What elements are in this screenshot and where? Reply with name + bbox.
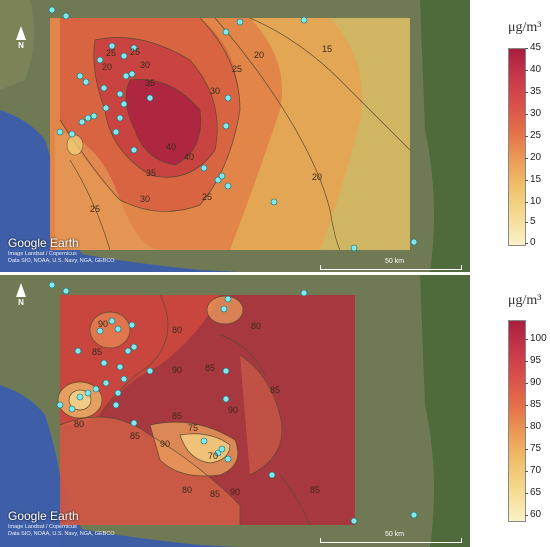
map-graphic: 15 20 20 25 25 25 30 30 30 35 35 40 40 2… — [0, 0, 470, 272]
legend-tick: 10 — [530, 196, 542, 207]
contour-label: 80 — [74, 419, 84, 429]
contour-label: 90 — [228, 405, 238, 415]
legend-tick: 70 — [530, 465, 542, 476]
north-arrow-icon: N — [14, 283, 28, 307]
contour-label: 30 — [140, 60, 150, 70]
legend-tick: 15 — [530, 174, 542, 185]
legend-tick: 90 — [530, 377, 542, 388]
legend-tick: 80 — [530, 421, 542, 432]
contour-label: 40 — [166, 142, 176, 152]
satellite-map: 15 20 20 25 25 25 30 30 30 35 35 40 40 2… — [0, 0, 470, 272]
contour-label: 70 — [208, 451, 218, 461]
contour-label: 35 — [145, 78, 155, 88]
scale-label: 50 km — [385, 258, 405, 265]
contour-label: 90 — [230, 487, 240, 497]
contour-label: 85 — [310, 485, 320, 495]
google-earth-logo: Google Earth — [8, 236, 79, 250]
map-panel-percent: 90 85 80 90 85 80 85 90 85 80 85 90 70 7… — [0, 275, 550, 547]
contour-label: 15 — [322, 44, 332, 54]
scale-bar — [320, 265, 462, 270]
contour-label: 90 — [172, 365, 182, 375]
legend-tick: 20 — [530, 152, 542, 163]
legend-tick: 100 — [530, 333, 547, 344]
scale-bar — [320, 538, 462, 543]
contour-label: 80 — [182, 485, 192, 495]
contour-label: 90 — [98, 319, 108, 329]
contour-label: 25 — [106, 48, 116, 58]
satellite-map: 90 85 80 90 85 80 85 90 85 80 85 90 70 7… — [0, 275, 470, 547]
contour-label: 85 — [130, 431, 140, 441]
legend-gradient — [508, 48, 526, 246]
contour-label: 25 — [232, 64, 242, 74]
contour-label: 20 — [254, 50, 264, 60]
map-credit-imagery: Image Landsat / Copernicus — [8, 524, 77, 530]
google-earth-logo: Google Earth — [8, 509, 79, 523]
contour-label: 85 — [172, 411, 182, 421]
contour-label: 35 — [146, 168, 156, 178]
map-graphic: 90 85 80 90 85 80 85 90 85 80 85 90 70 7… — [0, 275, 470, 547]
contour-label: 25 — [130, 47, 140, 57]
north-arrow-icon: N — [14, 26, 28, 50]
legend-tick: 5 — [530, 216, 536, 227]
legend-tick: 75 — [530, 443, 542, 454]
legend-tick: 65 — [530, 487, 542, 498]
contour-label: 85 — [92, 347, 102, 357]
contour-label: 75 — [188, 423, 198, 433]
legend-gradient — [508, 320, 526, 522]
legend-tick: 45 — [530, 42, 542, 53]
contour-label: 25 — [202, 192, 212, 202]
map-credit-imagery: Image Landsat / Copernicus — [8, 251, 77, 257]
contour-label: 85 — [205, 363, 215, 373]
legend-tick: 40 — [530, 64, 542, 75]
legend-tick: 25 — [530, 130, 542, 141]
color-legend: μg/m³ 100 95 90 85 80 75 70 65 60 — [470, 275, 550, 547]
legend-tick: 85 — [530, 399, 542, 410]
map-panel-pm25: 15 20 20 25 25 25 30 30 30 35 35 40 40 2… — [0, 0, 550, 272]
contour-label: 25 — [90, 204, 100, 214]
contour-label: 30 — [210, 86, 220, 96]
contour-label: 80 — [251, 321, 261, 331]
map-credit-data: Data SIO, NOAA, U.S. Navy, NGA, GEBCO — [8, 258, 115, 264]
contour-label: 20 — [102, 62, 112, 72]
legend-unit: μg/m³ — [508, 293, 542, 308]
legend-tick: 60 — [530, 509, 542, 520]
contour-label: 20 — [312, 172, 322, 182]
contour-label: 80 — [172, 325, 182, 335]
map-credit-data: Data SIO, NOAA, U.S. Navy, NGA, GEBCO — [8, 531, 115, 537]
contour-label: 85 — [210, 489, 220, 499]
legend-tick: 0 — [530, 237, 536, 248]
legend-tick: 30 — [530, 108, 542, 119]
contour-label: 40 — [184, 152, 194, 162]
color-legend: μg/m³ 45 40 35 30 25 20 15 10 5 0 — [470, 0, 550, 272]
contour-label: 85 — [270, 385, 280, 395]
contour-label: 30 — [140, 194, 150, 204]
scale-label: 50 km — [385, 531, 405, 538]
contour-label: 90 — [160, 439, 170, 449]
legend-tick: 95 — [530, 355, 542, 366]
legend-unit: μg/m³ — [508, 20, 542, 35]
legend-tick: 35 — [530, 86, 542, 97]
